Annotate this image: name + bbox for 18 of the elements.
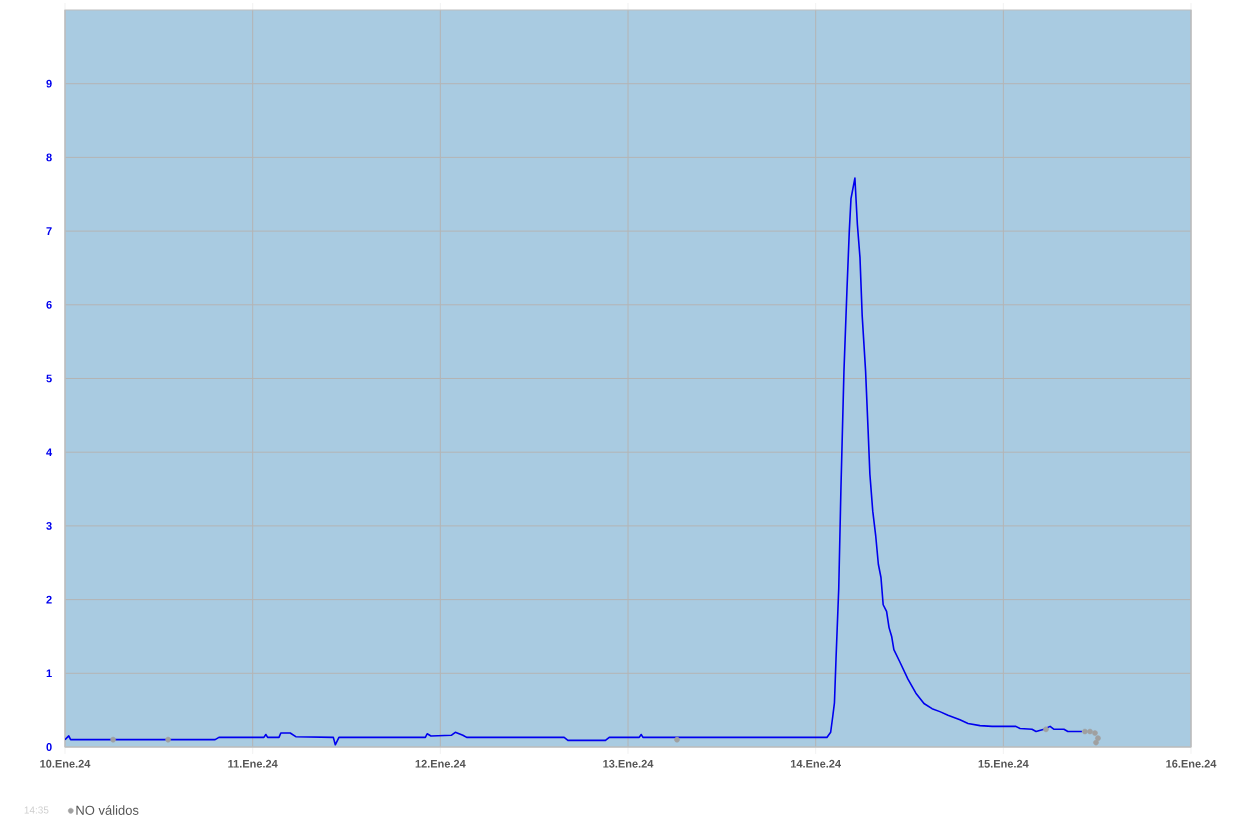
x-tick-label: 10.Ene.24 [40,759,91,768]
y-tick-label: 7 [46,227,52,235]
y-tick-label: 4 [46,448,53,456]
y-tick-label: 1 [46,669,52,678]
x-tick-label: 16.Ene.24 [1166,759,1217,768]
x-tick-label: 14.Ene.24 [790,759,841,768]
y-tick-label: 3 [46,521,52,530]
x-tick-label: 15.Ene.24 [978,759,1029,768]
y-tick-label: 8 [46,153,52,162]
y-tick-label: 5 [46,374,52,383]
legend-label: NO válidos [76,805,139,815]
x-tick-label: 11.Ene.24 [228,759,278,768]
y-tick-label: 2 [46,595,52,604]
x-tick-label: 12.Ene.24 [415,759,466,768]
y-tick-label: 0 [46,743,52,751]
x-tick-label: 13.Ene.24 [603,759,654,768]
y-tick-label: 6 [46,300,52,309]
y-tick-label: 9 [46,79,52,88]
